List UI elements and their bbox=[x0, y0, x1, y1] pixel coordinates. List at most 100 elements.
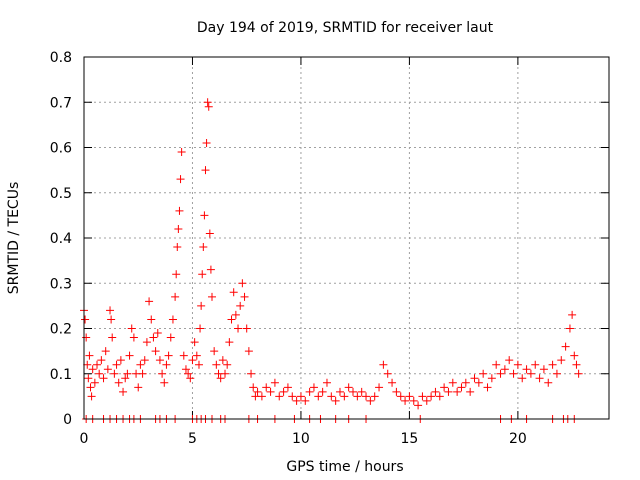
data-point bbox=[190, 338, 199, 347]
data-point bbox=[422, 396, 431, 405]
data-point bbox=[196, 324, 205, 333]
data-point bbox=[257, 392, 266, 401]
data-point bbox=[151, 347, 160, 356]
data-point bbox=[86, 383, 95, 392]
data-point bbox=[279, 387, 288, 396]
data-point bbox=[513, 360, 522, 369]
data-point bbox=[544, 378, 553, 387]
data-point bbox=[405, 392, 414, 401]
data-point bbox=[574, 369, 583, 378]
data-point bbox=[483, 383, 492, 392]
data-point bbox=[171, 292, 180, 301]
data-point bbox=[362, 392, 371, 401]
data-point bbox=[225, 338, 234, 347]
data-point bbox=[275, 392, 284, 401]
data-point bbox=[568, 310, 577, 319]
y-tick-label: 0.6 bbox=[50, 141, 72, 157]
data-point bbox=[218, 356, 227, 365]
data-point bbox=[129, 333, 138, 342]
data-point bbox=[366, 396, 375, 405]
data-point bbox=[88, 365, 97, 374]
data-point bbox=[212, 360, 221, 369]
data-points bbox=[80, 98, 583, 423]
y-tick-label: 0.1 bbox=[50, 367, 72, 383]
data-point bbox=[97, 356, 106, 365]
data-point bbox=[119, 387, 128, 396]
data-point bbox=[192, 351, 201, 360]
data-point bbox=[110, 369, 119, 378]
data-point bbox=[435, 392, 444, 401]
data-point bbox=[134, 383, 143, 392]
data-point bbox=[296, 392, 305, 401]
data-point bbox=[116, 356, 125, 365]
data-point bbox=[448, 378, 457, 387]
data-point bbox=[301, 396, 310, 405]
data-point bbox=[470, 374, 479, 383]
data-point bbox=[85, 351, 94, 360]
data-point bbox=[168, 315, 177, 324]
y-tick-label: 0.7 bbox=[50, 95, 72, 111]
data-point bbox=[82, 333, 91, 342]
axis-ticks: 0 0.1 0.2 0.3 0.4 0.5 0.6 0.7 0.8 0 5 10 15 20 bbox=[50, 50, 609, 447]
data-point bbox=[453, 387, 462, 396]
data-point bbox=[205, 229, 214, 238]
data-point bbox=[175, 206, 184, 215]
data-point bbox=[292, 396, 301, 405]
data-point bbox=[253, 387, 262, 396]
data-point bbox=[561, 342, 570, 351]
data-point bbox=[216, 374, 225, 383]
data-point bbox=[570, 351, 579, 360]
y-tick-label: 0.8 bbox=[50, 50, 72, 66]
data-point bbox=[188, 356, 197, 365]
data-point bbox=[227, 315, 236, 324]
data-point bbox=[121, 374, 130, 383]
data-point bbox=[202, 138, 211, 147]
data-point bbox=[173, 243, 182, 252]
data-point bbox=[431, 387, 440, 396]
data-point bbox=[318, 387, 327, 396]
data-point bbox=[177, 148, 186, 157]
data-point bbox=[138, 369, 147, 378]
data-point bbox=[409, 396, 418, 405]
data-point bbox=[240, 292, 249, 301]
data-point bbox=[565, 324, 574, 333]
data-point bbox=[340, 392, 349, 401]
data-point bbox=[127, 324, 136, 333]
data-point bbox=[234, 324, 243, 333]
data-point bbox=[84, 374, 93, 383]
data-point bbox=[461, 378, 470, 387]
data-point bbox=[526, 369, 535, 378]
x-tick-label: 15 bbox=[400, 431, 418, 447]
data-point bbox=[288, 392, 297, 401]
data-point bbox=[206, 265, 215, 274]
data-point bbox=[164, 351, 173, 360]
data-point bbox=[136, 360, 145, 369]
data-point bbox=[572, 360, 581, 369]
data-point bbox=[207, 292, 216, 301]
data-point bbox=[244, 347, 253, 356]
data-point bbox=[158, 369, 167, 378]
data-point bbox=[414, 401, 423, 410]
data-point bbox=[174, 224, 183, 233]
data-point bbox=[479, 369, 488, 378]
data-point bbox=[149, 333, 158, 342]
y-tick-label: 0.5 bbox=[50, 186, 72, 202]
data-point bbox=[184, 369, 193, 378]
data-point bbox=[93, 360, 102, 369]
data-point bbox=[197, 301, 206, 310]
data-point bbox=[172, 270, 181, 279]
y-tick-label: 0.2 bbox=[50, 322, 72, 338]
data-point bbox=[331, 396, 340, 405]
data-point bbox=[539, 365, 548, 374]
data-point bbox=[531, 360, 540, 369]
data-point bbox=[349, 387, 358, 396]
data-point bbox=[153, 329, 162, 338]
data-point bbox=[83, 360, 92, 369]
data-point bbox=[457, 383, 466, 392]
data-point bbox=[231, 310, 240, 319]
data-point bbox=[518, 374, 527, 383]
data-point bbox=[557, 356, 566, 365]
data-point bbox=[305, 387, 314, 396]
data-point bbox=[500, 365, 509, 374]
